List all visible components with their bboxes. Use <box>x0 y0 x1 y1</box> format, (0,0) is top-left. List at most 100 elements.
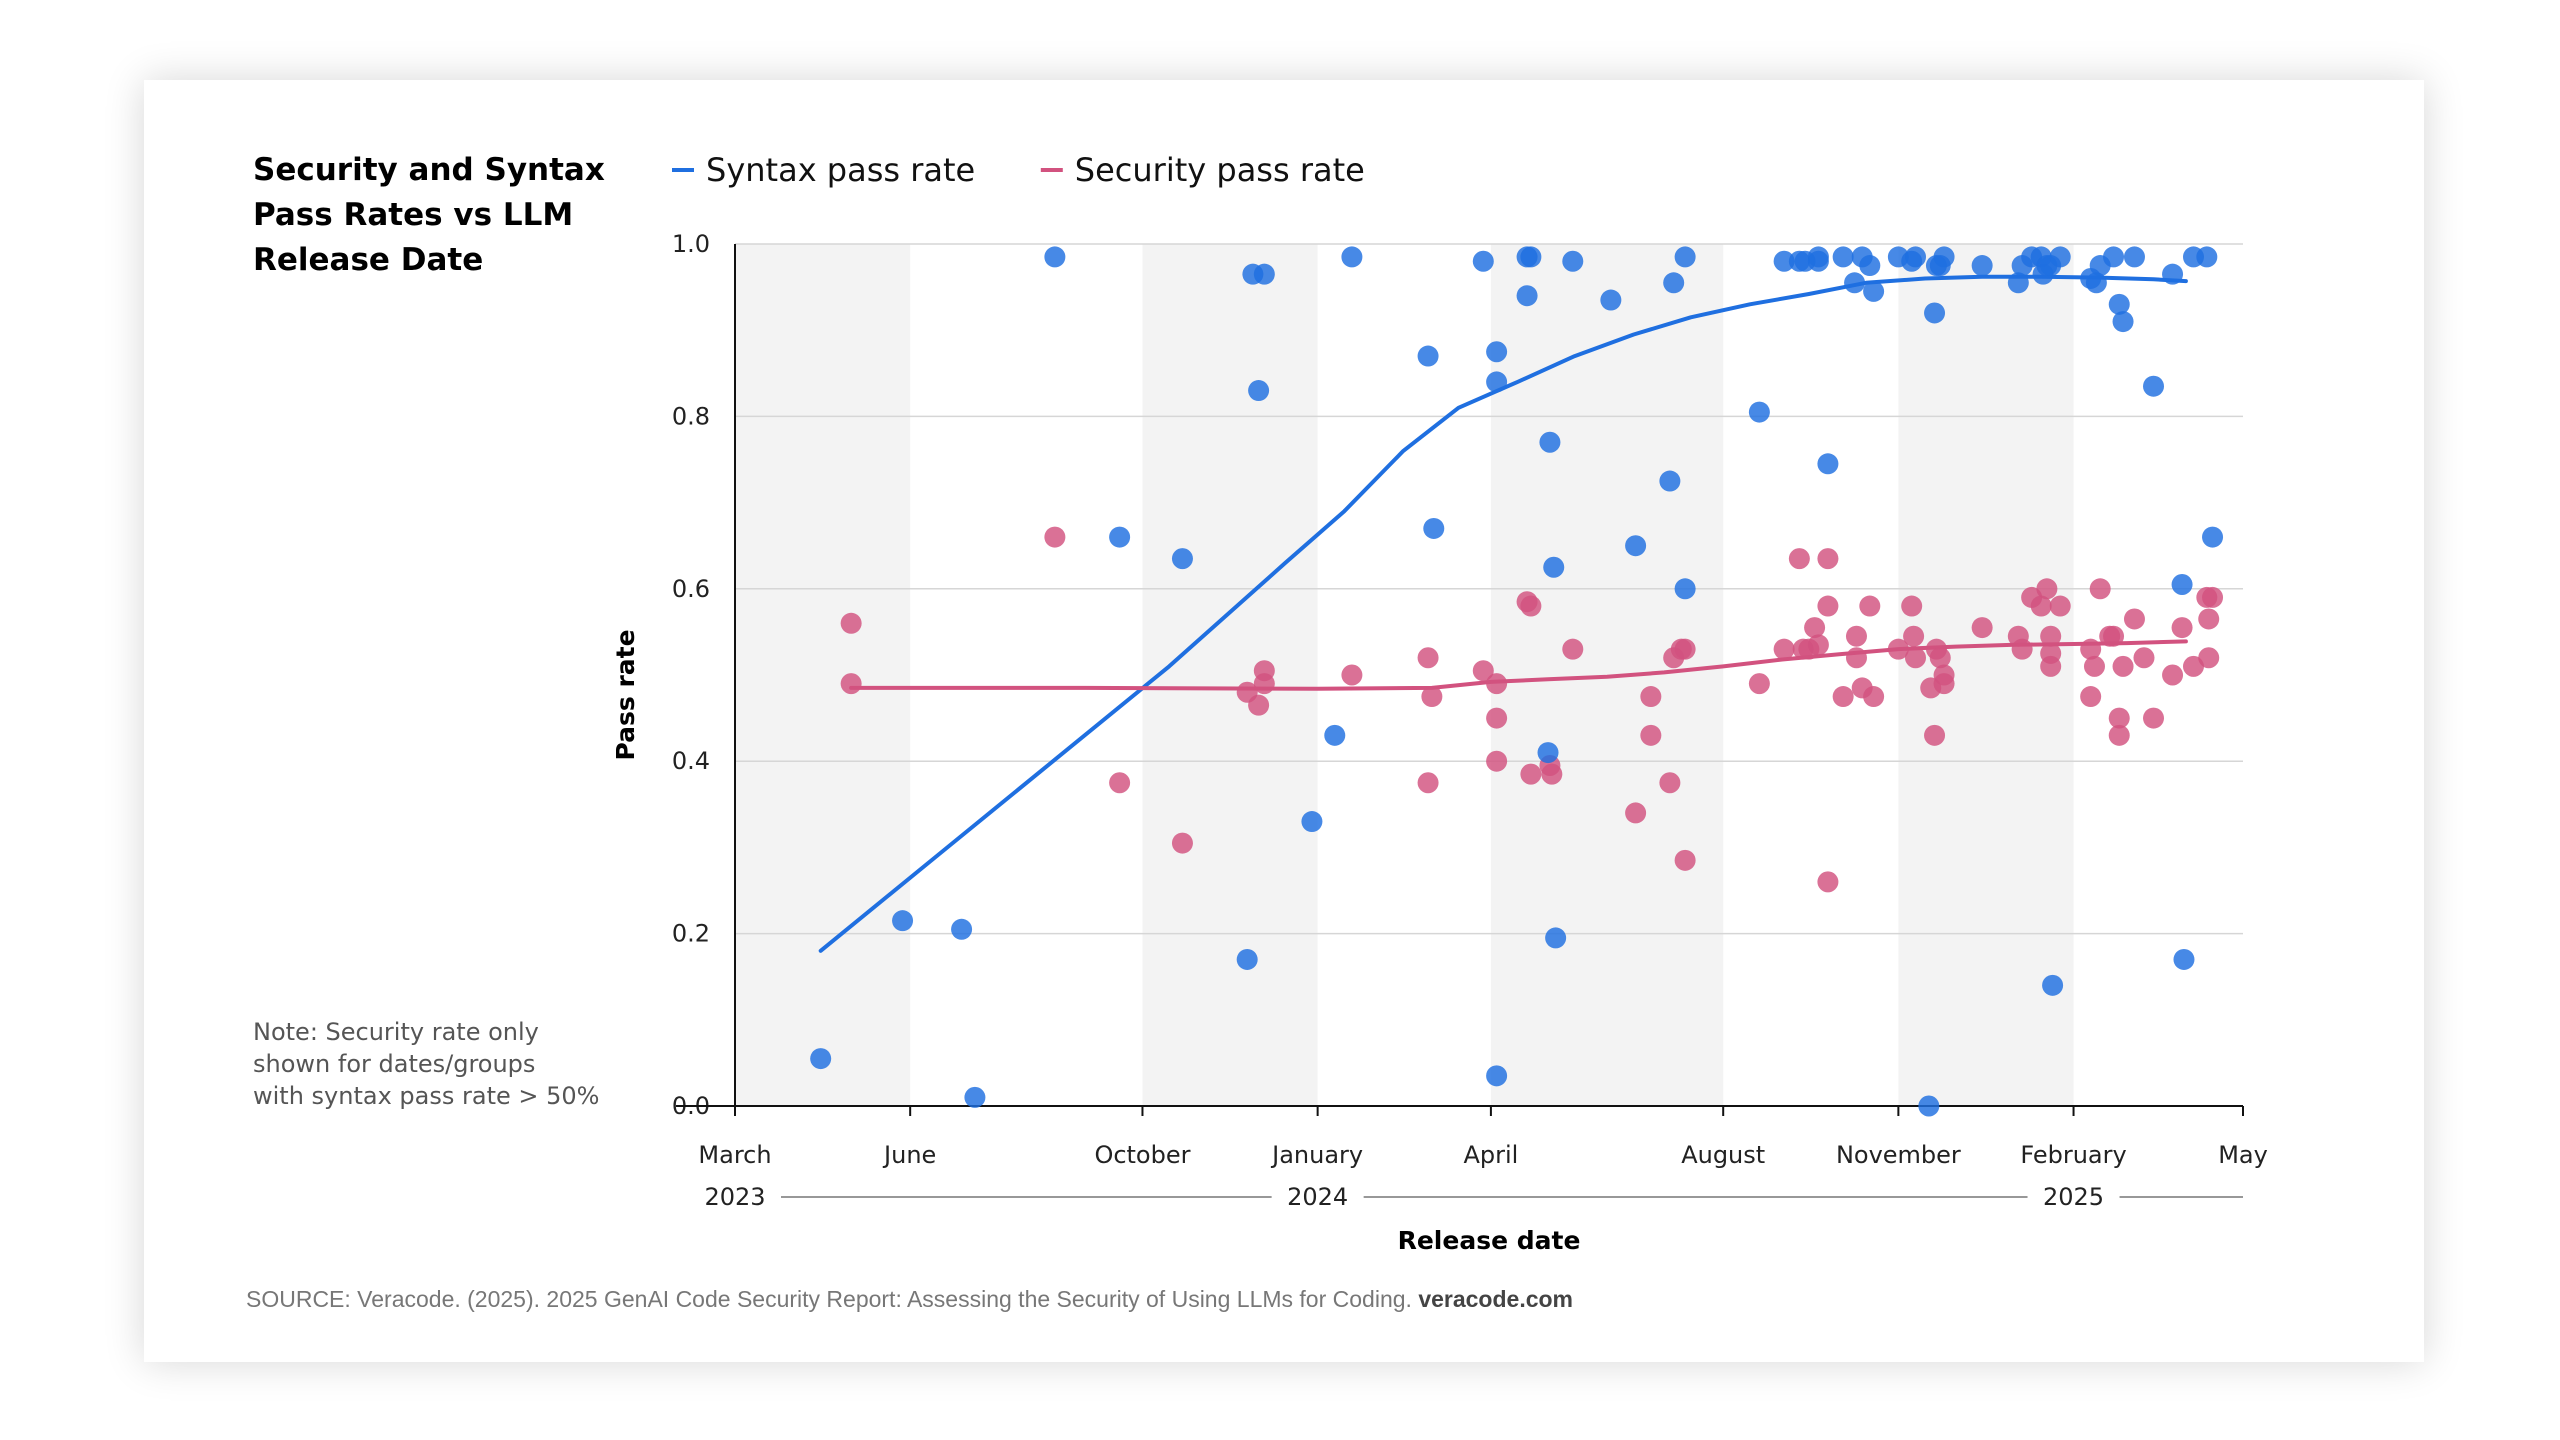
data-point <box>1109 772 1131 794</box>
data-point <box>1924 302 1946 324</box>
data-point <box>1562 638 1584 660</box>
data-point <box>2108 724 2130 746</box>
x-tick-label: August <box>1681 1141 1765 1169</box>
data-point <box>1804 617 1826 639</box>
data-point <box>2040 625 2062 647</box>
data-point <box>2162 664 2184 686</box>
x-tick-label: February <box>2020 1141 2126 1169</box>
x-tick-label: May <box>2218 1141 2268 1169</box>
data-points <box>810 246 2224 1117</box>
data-point <box>1659 772 1681 794</box>
trend-line <box>849 639 2188 691</box>
data-point <box>1817 595 1839 617</box>
legend-label: Syntax pass rate <box>706 151 975 189</box>
data-point <box>1625 535 1647 557</box>
data-point <box>1807 250 1829 272</box>
data-point <box>1541 763 1563 785</box>
data-point <box>2036 578 2058 600</box>
data-point <box>1817 548 1839 570</box>
data-point <box>2162 263 2184 285</box>
source-line: SOURCE: Veracode. (2025). 2025 GenAI Cod… <box>246 1286 1573 1313</box>
data-point <box>2080 638 2102 660</box>
y-tick-label: 0.4 <box>672 747 710 775</box>
data-point <box>1520 246 1542 268</box>
data-point <box>1545 927 1567 949</box>
data-point <box>2171 617 2193 639</box>
data-point <box>1663 272 1685 294</box>
year-label: 2025 <box>2043 1183 2104 1211</box>
data-point <box>1472 250 1494 272</box>
data-point <box>1901 595 1923 617</box>
data-point <box>1625 802 1647 824</box>
data-point <box>2198 608 2220 630</box>
shaded-band <box>735 244 911 1106</box>
shaded-bands <box>735 244 2074 1106</box>
data-point <box>1887 638 1909 660</box>
data-point <box>1807 634 1829 656</box>
data-point <box>1520 595 1542 617</box>
x-tick-label: April <box>1463 1141 1518 1169</box>
data-point <box>2123 246 2145 268</box>
data-point <box>2108 707 2130 729</box>
y-axis-title: Pass rate <box>611 629 640 760</box>
data-point <box>2030 595 2052 617</box>
data-point <box>1859 595 1881 617</box>
data-point <box>1817 871 1839 893</box>
year-label: 2024 <box>1287 1183 1348 1211</box>
data-point <box>1674 578 1696 600</box>
data-point <box>1236 948 1258 970</box>
data-point <box>951 918 973 940</box>
data-point <box>1640 724 1662 746</box>
data-point <box>1640 686 1662 708</box>
data-point <box>2202 526 2224 548</box>
shaded-band <box>1142 244 1318 1106</box>
data-point <box>840 612 862 634</box>
data-point <box>2103 625 2125 647</box>
x-tick-label: March <box>698 1141 771 1169</box>
data-point <box>964 1086 986 1108</box>
data-point <box>1486 371 1508 393</box>
data-point <box>1537 742 1559 764</box>
source-link[interactable]: veracode.com <box>1418 1286 1574 1312</box>
data-point <box>2143 707 2165 729</box>
data-point <box>2198 647 2220 669</box>
data-point <box>810 1048 832 1070</box>
data-point <box>1486 1065 1508 1087</box>
data-point <box>1044 526 1066 548</box>
legend-label: Security pass rate <box>1075 151 1365 189</box>
data-point <box>1817 453 1839 475</box>
data-point <box>2173 948 2195 970</box>
x-tick-label: November <box>1836 1141 1961 1169</box>
data-point <box>1486 750 1508 772</box>
y-tick-label: 1.0 <box>672 230 710 258</box>
data-point <box>1486 707 1508 729</box>
data-point <box>2042 974 2064 996</box>
data-point <box>2040 655 2062 677</box>
data-point <box>1971 255 1993 277</box>
data-point <box>2143 375 2165 397</box>
data-point <box>1539 431 1561 453</box>
data-point <box>1248 694 1270 716</box>
chart-title: Security and Syntax Pass Rates vs LLM Re… <box>253 152 605 278</box>
data-point <box>1924 724 1946 746</box>
data-point <box>1674 638 1696 660</box>
data-point <box>2123 608 2145 630</box>
data-point <box>1832 686 1854 708</box>
y-tick-label: 0.2 <box>672 920 710 948</box>
data-point <box>1773 250 1795 272</box>
data-point <box>1659 470 1681 492</box>
data-point <box>1417 345 1439 367</box>
data-point <box>2202 586 2224 608</box>
data-point <box>1253 263 1275 285</box>
data-point <box>1845 647 1867 669</box>
data-point <box>1171 548 1193 570</box>
data-point <box>1248 380 1270 402</box>
data-point <box>1933 673 1955 695</box>
source-text: SOURCE: Veracode. (2025). 2025 GenAI Cod… <box>246 1286 1412 1312</box>
x-tick-label: January <box>1270 1141 1363 1169</box>
data-point <box>1600 289 1622 311</box>
data-point <box>1562 250 1584 272</box>
year-label: 2023 <box>704 1183 765 1211</box>
data-point <box>2171 573 2193 595</box>
